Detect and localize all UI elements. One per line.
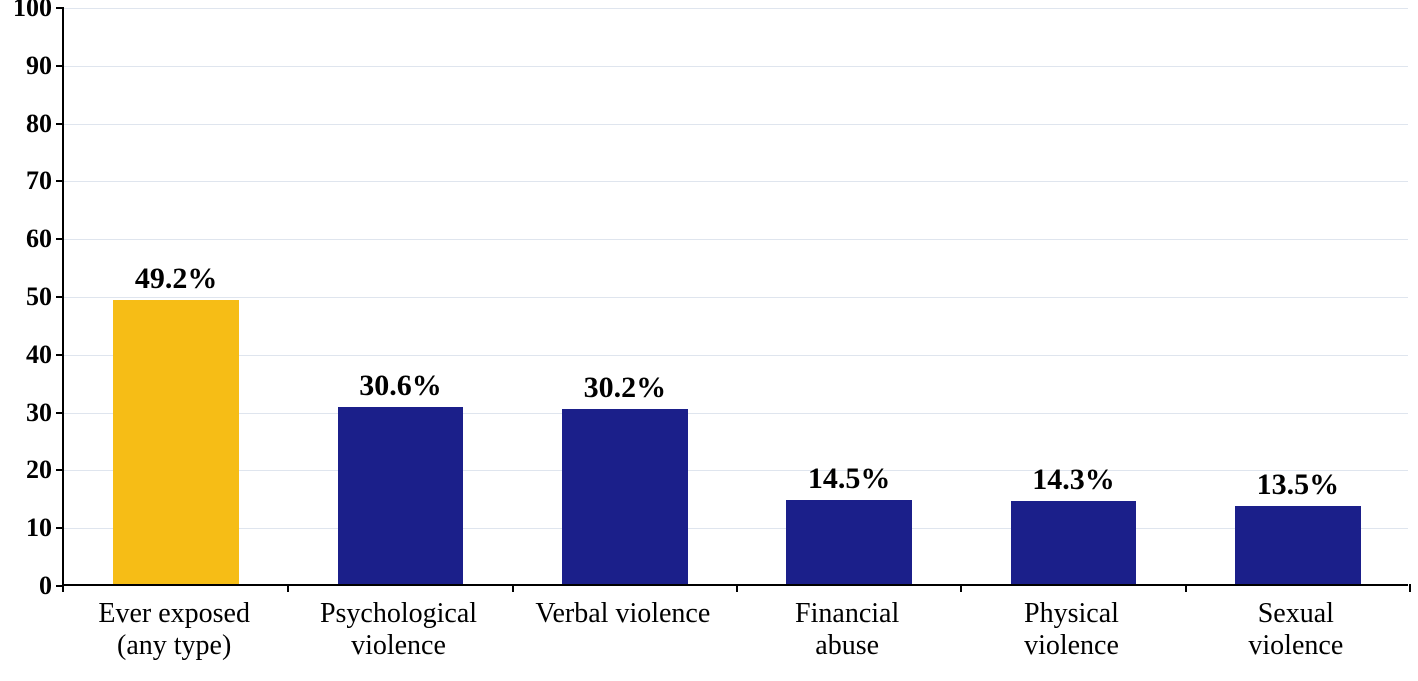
bar-value-label: 30.6%	[359, 369, 442, 403]
bar-value-label: 30.2%	[584, 371, 667, 405]
gridline	[64, 470, 1408, 471]
y-tick-mark	[56, 296, 64, 298]
y-tick-mark	[56, 180, 64, 182]
x-label-line2: violence	[1248, 630, 1343, 661]
x-label-line1: Sexual	[1258, 598, 1334, 629]
gridline	[64, 528, 1408, 529]
gridline	[64, 239, 1408, 240]
plot-area: 49.2% 30.6% 30.2% 14.5% 14.3% 13.5%	[62, 8, 1408, 586]
y-tick-mark	[56, 123, 64, 125]
y-tick-mark	[56, 7, 64, 9]
y-tick-label: 100	[0, 0, 52, 23]
x-tick-mark	[736, 584, 738, 592]
bar-chart: 49.2% 30.6% 30.2% 14.5% 14.3% 13.5% 0 10 20 30 40…	[0, 0, 1418, 681]
y-tick-mark	[56, 469, 64, 471]
bar	[1011, 501, 1137, 584]
x-category-label: Ever exposed(any type)	[62, 598, 286, 662]
x-tick-mark	[1409, 584, 1411, 592]
x-tick-mark	[287, 584, 289, 592]
y-tick-label: 0	[0, 571, 52, 601]
x-category-label: Verbal violence	[511, 598, 735, 630]
bar	[786, 500, 912, 584]
x-label-line1: Ever exposed	[98, 598, 250, 629]
bar	[562, 409, 688, 584]
bar-value-label: 13.5%	[1257, 468, 1340, 502]
y-tick-label: 10	[0, 513, 52, 543]
y-tick-mark	[56, 527, 64, 529]
y-tick-label: 50	[0, 282, 52, 312]
y-tick-mark	[56, 65, 64, 67]
x-category-label: Sexualviolence	[1184, 598, 1408, 662]
gridline	[64, 297, 1408, 298]
y-tick-mark	[56, 354, 64, 356]
y-tick-label: 60	[0, 224, 52, 254]
y-tick-mark	[56, 412, 64, 414]
x-label-line1: Psychological	[320, 598, 477, 629]
x-category-label: Psychologicalviolence	[286, 598, 510, 662]
x-tick-mark	[512, 584, 514, 592]
y-tick-label: 80	[0, 109, 52, 139]
x-tick-mark	[1185, 584, 1187, 592]
bar-value-label: 49.2%	[135, 262, 218, 296]
x-label-line1: Physical	[1024, 598, 1119, 629]
y-tick-label: 70	[0, 166, 52, 196]
gridline	[64, 124, 1408, 125]
y-tick-label: 20	[0, 455, 52, 485]
x-tick-mark	[62, 584, 64, 592]
gridline	[64, 181, 1408, 182]
y-tick-label: 40	[0, 340, 52, 370]
x-label-line2: violence	[351, 630, 446, 661]
bar-value-label: 14.5%	[808, 462, 891, 496]
x-label-line2: (any type)	[117, 630, 231, 661]
gridline	[64, 66, 1408, 67]
gridline	[64, 355, 1408, 356]
bar	[1235, 506, 1361, 584]
y-tick-label: 90	[0, 51, 52, 81]
gridline	[64, 413, 1408, 414]
bar	[113, 300, 239, 584]
x-tick-mark	[960, 584, 962, 592]
x-label-line2: violence	[1024, 630, 1119, 661]
bar	[338, 407, 464, 584]
bar-value-label: 14.3%	[1032, 463, 1115, 497]
x-category-label: Financialabuse	[735, 598, 959, 662]
x-category-label: Physicalviolence	[959, 598, 1183, 662]
x-label-line2: abuse	[815, 630, 879, 661]
y-tick-mark	[56, 238, 64, 240]
y-tick-label: 30	[0, 398, 52, 428]
x-label-line1: Financial	[795, 598, 899, 629]
gridline	[64, 8, 1408, 9]
